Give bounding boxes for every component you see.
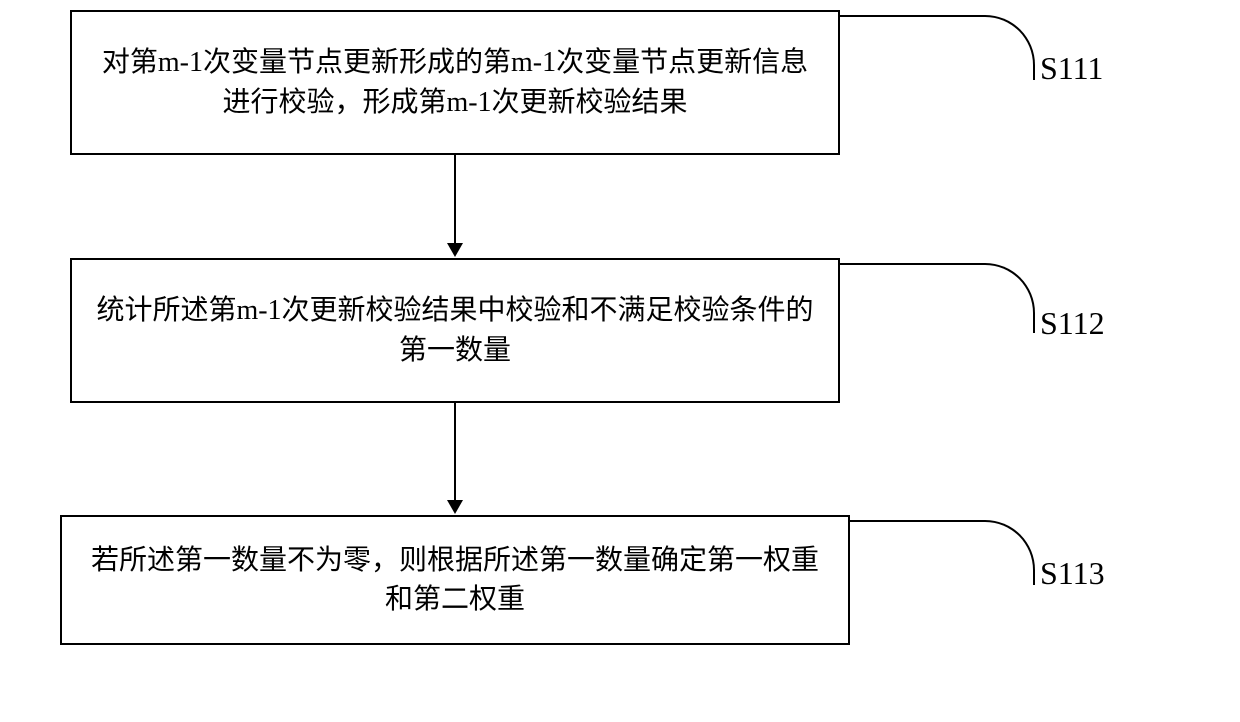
arrow-2-line — [454, 403, 456, 500]
flowchart-step-2: 统计所述第m-1次更新校验结果中校验和不满足校验条件的第一数量 — [70, 258, 840, 403]
connector-link-3 — [850, 520, 1035, 585]
flowchart-step-1: 对第m-1次变量节点更新形成的第m-1次变量节点更新信息进行校验，形成第m-1次… — [70, 10, 840, 155]
connector-link-2 — [840, 263, 1035, 333]
step-1-text: 对第m-1次变量节点更新形成的第m-1次变量节点更新信息进行校验，形成第m-1次… — [88, 43, 822, 121]
step-3-label: S113 — [1040, 555, 1105, 592]
arrow-1-line — [454, 155, 456, 243]
flowchart-step-3: 若所述第一数量不为零，则根据所述第一数量确定第一权重和第二权重 — [60, 515, 850, 645]
arrow-2-head — [447, 500, 463, 514]
step-2-text: 统计所述第m-1次更新校验结果中校验和不满足校验条件的第一数量 — [88, 291, 822, 369]
arrow-1-head — [447, 243, 463, 257]
step-2-label: S112 — [1040, 305, 1105, 342]
connector-link-1 — [840, 15, 1035, 80]
step-1-label: S111 — [1040, 50, 1103, 87]
flowchart-container: 对第m-1次变量节点更新形成的第m-1次变量节点更新信息进行校验，形成第m-1次… — [0, 0, 1240, 722]
step-3-text: 若所述第一数量不为零，则根据所述第一数量确定第一权重和第二权重 — [78, 541, 832, 619]
